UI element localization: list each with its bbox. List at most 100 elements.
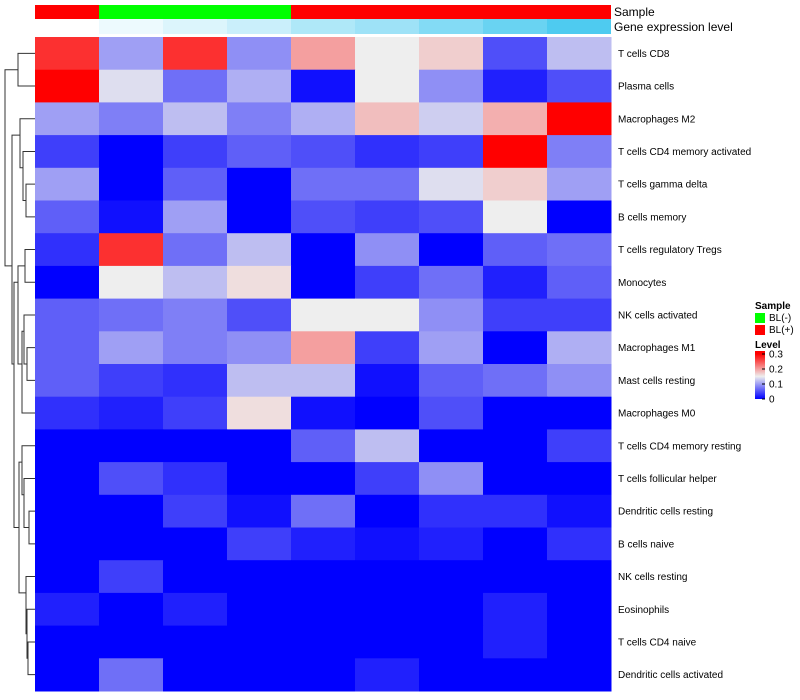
heatmap-cell bbox=[227, 265, 292, 300]
heatmap-cell bbox=[163, 429, 228, 463]
heatmap-cell bbox=[419, 200, 484, 234]
heatmap-cell bbox=[355, 364, 420, 398]
heatmap-cell bbox=[291, 462, 356, 496]
heatmap-cell bbox=[355, 102, 420, 136]
heatmap-cell bbox=[35, 298, 100, 332]
sample-annotation-cell bbox=[483, 5, 547, 19]
heatmap-cell bbox=[547, 658, 612, 692]
heatmap-cell bbox=[419, 396, 484, 430]
heatmap-cell bbox=[483, 494, 548, 528]
heatmap-cell bbox=[291, 298, 356, 332]
heatmap-cell bbox=[547, 331, 612, 365]
dendrogram-branch bbox=[27, 641, 35, 676]
heatmap-cell bbox=[291, 396, 356, 430]
heatmap-cell bbox=[547, 396, 612, 430]
heatmap-cell bbox=[483, 592, 548, 627]
heatmap-cell bbox=[419, 462, 484, 496]
heatmap-cell bbox=[163, 592, 228, 627]
heatmap-cell bbox=[35, 331, 100, 365]
heatmap-cell bbox=[355, 625, 420, 659]
heatmap-cell bbox=[99, 364, 164, 398]
heatmap-cell bbox=[355, 560, 420, 594]
heatmap-cell bbox=[355, 396, 420, 430]
heatmap-cell bbox=[355, 527, 420, 561]
row-label: T cells CD4 memory activated bbox=[618, 147, 751, 158]
heatmap-cell bbox=[547, 462, 612, 496]
heatmap-cell bbox=[163, 265, 228, 300]
legend-color-bar bbox=[755, 351, 765, 399]
heatmap-cell bbox=[227, 233, 292, 267]
heatmap-cell bbox=[291, 331, 356, 365]
row-label: Monocytes bbox=[618, 278, 666, 289]
dendrogram-branch bbox=[21, 445, 35, 496]
heatmap-cell bbox=[35, 592, 100, 627]
heatmap-cell bbox=[419, 592, 484, 627]
dendrogram-branch bbox=[22, 150, 35, 201]
row-label: T cells CD4 memory resting bbox=[618, 441, 741, 452]
row-dendrogram bbox=[4, 52, 35, 676]
heatmap-cell bbox=[227, 429, 292, 463]
legend-label-bl-plus: BL(+) bbox=[769, 325, 794, 336]
dendrogram-branch bbox=[21, 330, 35, 414]
expression-annotation-cell bbox=[355, 19, 419, 34]
heatmap-cell bbox=[291, 527, 356, 561]
heatmap-cell bbox=[35, 102, 100, 136]
heatmap-cell bbox=[547, 527, 612, 561]
heatmap-cell bbox=[163, 167, 228, 201]
row-label: T cells CD4 naive bbox=[618, 637, 697, 648]
heatmap-cell bbox=[483, 298, 548, 332]
sample-annotation-cell bbox=[291, 5, 355, 19]
heatmap-cell bbox=[291, 592, 356, 627]
heatmap-cell bbox=[355, 37, 420, 71]
heatmap-cell bbox=[547, 592, 612, 627]
row-label: Eosinophils bbox=[618, 605, 669, 616]
heatmap-cell bbox=[227, 494, 292, 528]
row-labels: T cells CD8 Plasma cells Macrophages M2 T c… bbox=[618, 49, 751, 681]
heatmap-cell bbox=[163, 364, 228, 398]
dendrogram-branch bbox=[24, 249, 35, 283]
heatmap-cell bbox=[227, 298, 292, 332]
dendrogram-branch bbox=[11, 134, 20, 365]
dendrogram-branch bbox=[19, 118, 35, 169]
row-label: NK cells resting bbox=[618, 572, 687, 583]
heatmap-cell bbox=[227, 658, 292, 692]
sample-annotation-cell bbox=[547, 5, 611, 19]
heatmap-cell bbox=[355, 265, 420, 300]
heatmap-cell bbox=[99, 527, 164, 561]
heatmap-cell bbox=[419, 102, 484, 136]
heatmap-cell bbox=[483, 102, 548, 136]
expression-annotation-cell bbox=[419, 19, 483, 34]
row-label: T cells regulatory Tregs bbox=[618, 245, 722, 256]
dendrogram-branch bbox=[23, 477, 35, 528]
heatmap-cell bbox=[227, 37, 292, 71]
row-label: Macrophages M2 bbox=[618, 114, 696, 125]
heatmap-cell bbox=[291, 429, 356, 463]
heatmap-cell bbox=[163, 658, 228, 692]
heatmap-cell bbox=[163, 527, 228, 561]
heatmap-cell bbox=[227, 135, 292, 169]
heatmap-cell bbox=[419, 167, 484, 201]
heatmap-cell bbox=[163, 200, 228, 234]
heatmap-cell bbox=[99, 233, 164, 267]
legend-tick-label: 0.2 bbox=[769, 365, 783, 376]
expression-annotation-cell bbox=[35, 19, 99, 34]
heatmap-cell bbox=[291, 37, 356, 71]
heatmap-cell bbox=[483, 560, 548, 594]
sample-annotation-cell bbox=[419, 5, 483, 19]
heatmap-cell bbox=[547, 135, 612, 169]
heatmap-cell bbox=[355, 233, 420, 267]
heatmap-cell bbox=[483, 135, 548, 169]
heatmap-cell bbox=[227, 560, 292, 594]
heatmap-cell bbox=[419, 233, 484, 267]
heatmap-cell bbox=[163, 102, 228, 136]
heatmap-cell bbox=[291, 135, 356, 169]
heatmap-cell bbox=[547, 625, 612, 659]
heatmap-cell bbox=[35, 265, 100, 300]
dendrogram-branch bbox=[17, 265, 25, 365]
heatmap-cell bbox=[35, 429, 100, 463]
expression-annotation-cell bbox=[291, 19, 355, 34]
legend-level-ticks: 0.3 0.2 0.1 0 bbox=[762, 350, 783, 406]
row-label: T cells gamma delta bbox=[618, 180, 708, 191]
heatmap-cell bbox=[355, 462, 420, 496]
heatmap-cell bbox=[291, 560, 356, 594]
